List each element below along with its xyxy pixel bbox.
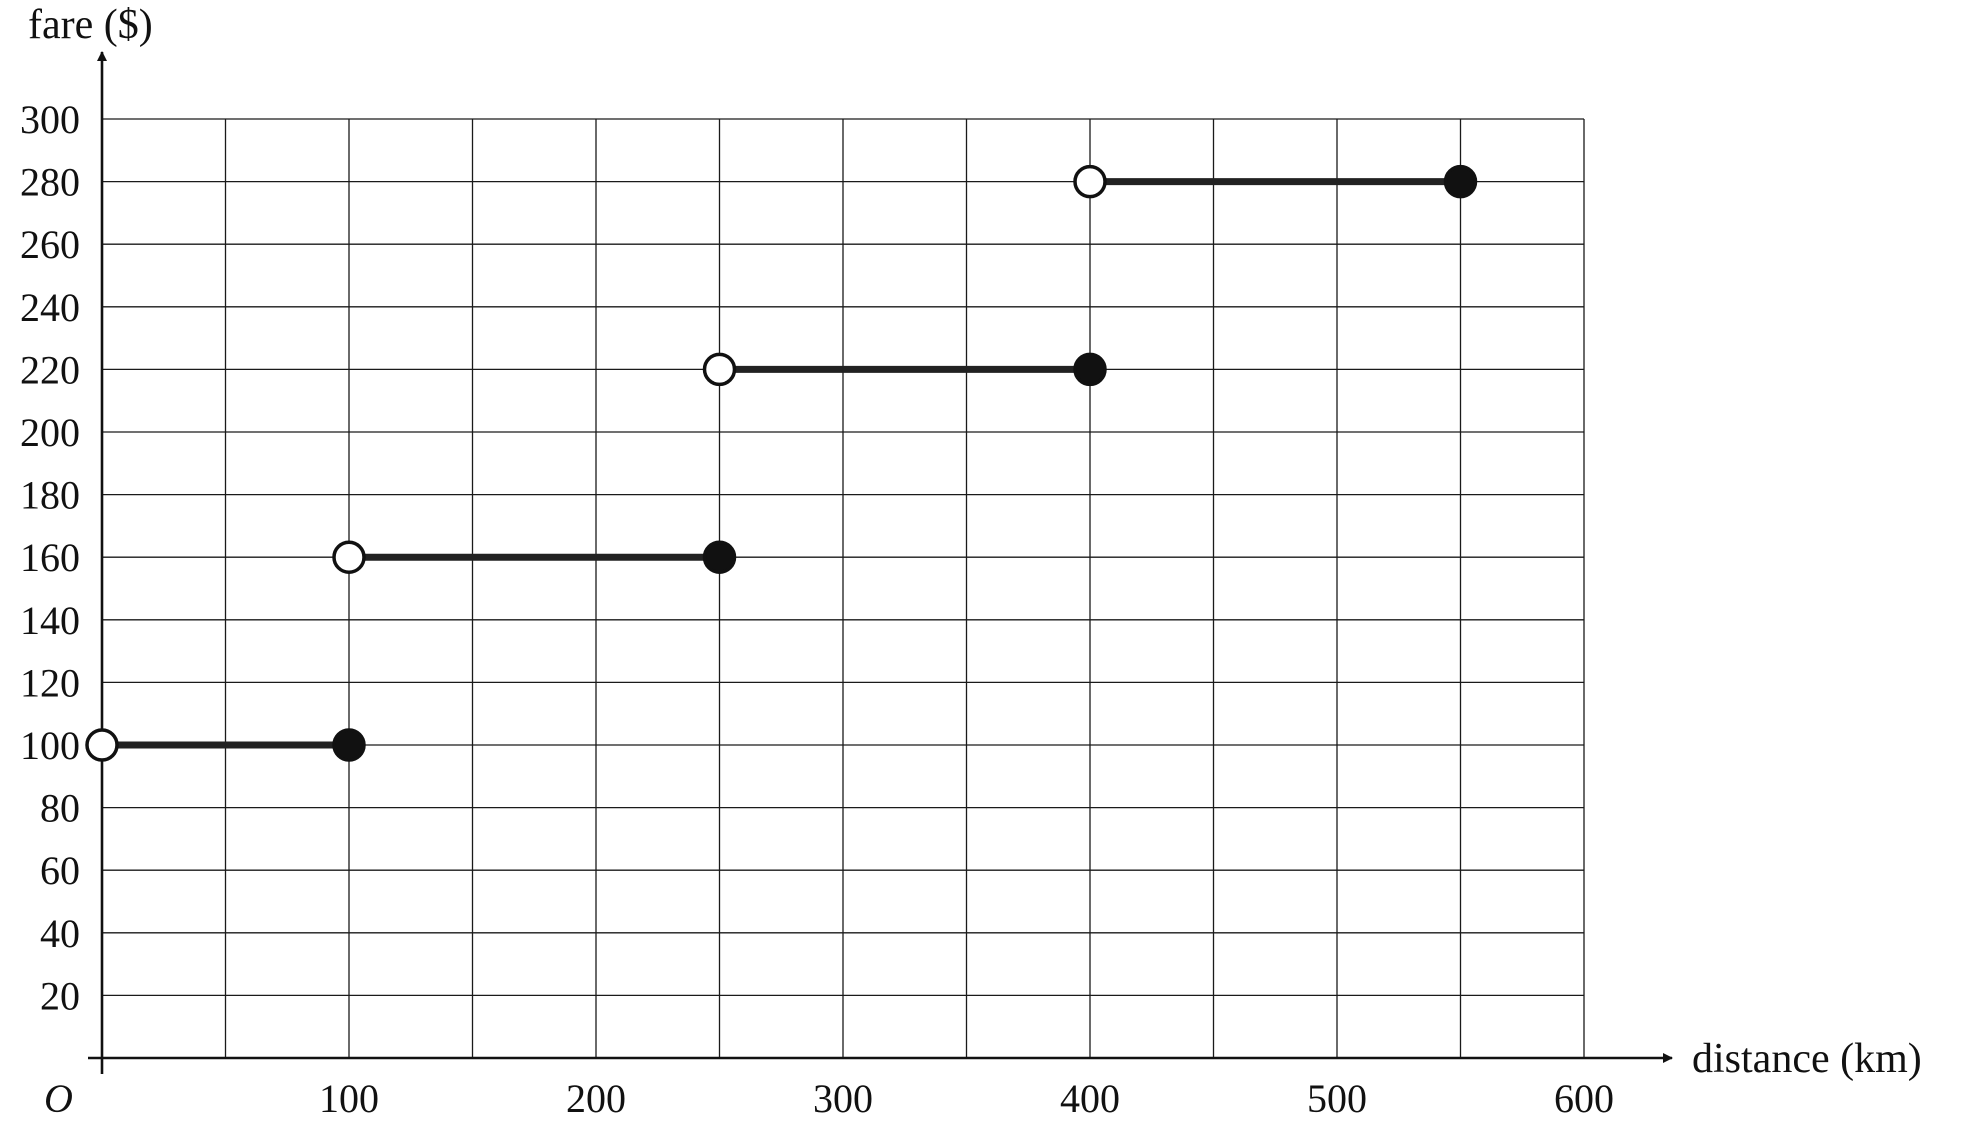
x-axis-title: distance (km) xyxy=(1692,1036,1922,1082)
axes xyxy=(88,51,1673,1074)
y-tick-label: 140 xyxy=(20,598,80,643)
y-tick-label: 100 xyxy=(20,723,80,768)
y-tick-label: 280 xyxy=(20,160,80,205)
open-endpoint xyxy=(1073,164,1107,199)
open-endpoint xyxy=(332,540,366,574)
y-tick-label: 300 xyxy=(20,97,80,142)
grid xyxy=(102,118,1585,1058)
closed-endpoint xyxy=(1443,164,1478,199)
fare-step-series xyxy=(85,164,1478,762)
tick-labels: 100 200 300 400 500 600 20 40 60 80 100 120 140 160 18… xyxy=(20,97,1614,1121)
y-tick-label: 240 xyxy=(20,285,80,330)
closed-endpoint xyxy=(1073,352,1107,387)
y-tick-label: 80 xyxy=(40,786,80,831)
y-tick-label: 200 xyxy=(20,410,80,455)
open-endpoint xyxy=(702,352,737,387)
y-tick-label: 220 xyxy=(20,347,80,392)
y-axis-title: fare ($) xyxy=(28,2,153,48)
axis-titles: fare ($) distance (km) O xyxy=(28,2,1922,1121)
x-tick-label: 400 xyxy=(1060,1076,1120,1121)
closed-endpoint xyxy=(702,540,737,574)
origin-label: O xyxy=(44,1076,73,1121)
y-tick-label: 120 xyxy=(20,660,80,705)
x-tick-label: 300 xyxy=(813,1076,873,1121)
y-tick-label: 20 xyxy=(40,973,80,1018)
open-endpoint xyxy=(85,728,119,762)
y-tick-label: 180 xyxy=(20,473,80,518)
x-tick-label: 100 xyxy=(319,1076,379,1121)
x-tick-label: 500 xyxy=(1307,1076,1367,1121)
y-tick-label: 40 xyxy=(40,911,80,956)
y-tick-label: 160 xyxy=(20,535,80,580)
closed-endpoint xyxy=(332,728,366,762)
x-tick-label: 200 xyxy=(566,1076,626,1121)
y-tick-label: 60 xyxy=(40,848,80,893)
x-tick-label: 600 xyxy=(1554,1076,1614,1121)
y-tick-label: 260 xyxy=(20,222,80,267)
